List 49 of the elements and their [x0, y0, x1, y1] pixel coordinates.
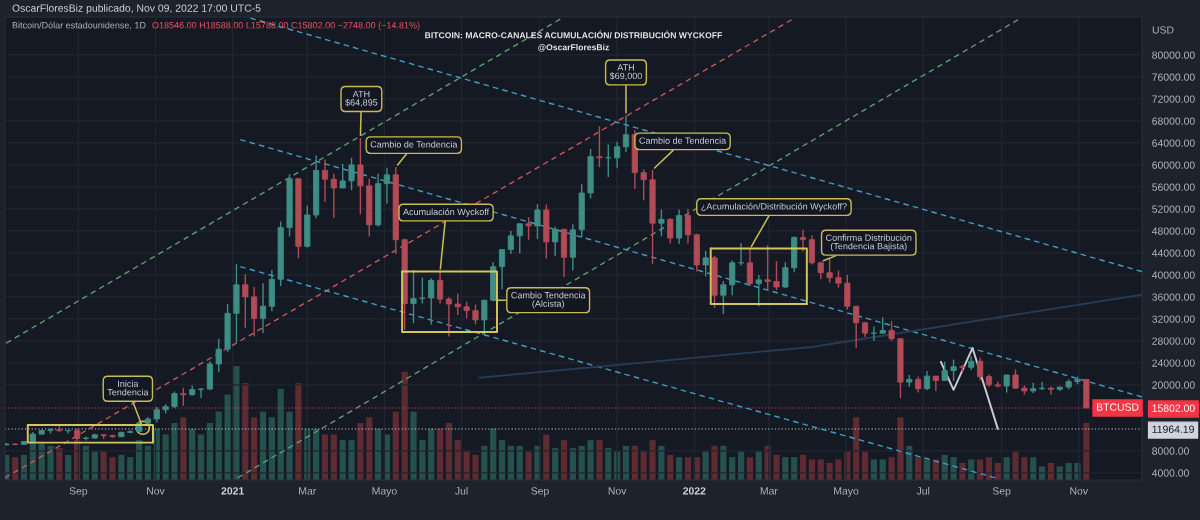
annotation: Cambio Tendencia (Alcista)	[511, 291, 586, 309]
y-tick-label: 15802.00	[1152, 404, 1195, 412]
y-tick-label: 28000.00	[1152, 337, 1195, 345]
y-tick-label: 48000.00	[1151, 227, 1195, 235]
y-tick-label: 32000.00	[1152, 315, 1195, 323]
text: OscarFloresBiz publicado, Nov 09, 2022 17:00 UTC-5	[12, 4, 261, 14]
x-tick-label: Mayo	[372, 487, 397, 497]
annotation: Confirma Distribución (Tendencia Bajista)	[826, 234, 912, 252]
y-tick-label: 24000.00	[1152, 359, 1195, 367]
x-tick-label: Jul	[455, 486, 468, 495]
annotation: Cambio de Tendencia	[370, 140, 458, 148]
y-tick-label: 40000.00	[1151, 271, 1195, 279]
text: @OscarFloresBiz	[538, 43, 609, 52]
annotation: Bitcoin/Dólar estadounidense, 1D	[12, 21, 146, 30]
y-tick-label: 52000.00	[1152, 205, 1195, 213]
x-tick-label: Nov	[147, 487, 165, 495]
x-tick-label: Nov	[1070, 487, 1088, 495]
x-tick-label: Sep	[69, 487, 88, 497]
ref-line-label: BTCUSD	[1097, 403, 1139, 411]
x-tick-label: Sep	[531, 487, 549, 497]
x-tick-label: Mar	[760, 487, 778, 495]
annotation: O18546.00 H18588.00 L15788.00 C15802.00 −2748.00 (−14.81%)	[152, 21, 420, 31]
x-tick-label: Mar	[299, 487, 317, 495]
y-tick-label: 8000.00	[1152, 447, 1189, 455]
y-tick-label: 4000.00	[1151, 469, 1189, 477]
y-tick-label: 60000.00	[1152, 161, 1195, 169]
y-tick-label: 11964.19	[1152, 425, 1194, 433]
annotation: Acumulación Wyckoff	[403, 208, 490, 217]
y-tick-label: 72000.00	[1152, 95, 1195, 103]
x-tick-label: Sep	[992, 487, 1011, 497]
x-tick-label: 2022	[683, 487, 706, 495]
y-tick-label: 20000.00	[1152, 381, 1195, 389]
y-tick-label: 64000.00	[1152, 139, 1195, 147]
y-tick-label: 36000.00	[1152, 293, 1195, 301]
x-tick-label: 2021	[221, 487, 244, 495]
x-tick-label: Mayo	[834, 487, 859, 497]
annotation: Inicia Tendencia	[107, 380, 149, 396]
annotation: Cambio de Tendencia	[639, 137, 727, 144]
y-tick-label: 56000.00	[1152, 183, 1195, 191]
x-tick-label: Nov	[608, 487, 627, 495]
x-tick-label: Jul	[916, 486, 930, 495]
annotation: ATH $64,895	[345, 90, 378, 107]
y-tick-label: 44000.00	[1151, 249, 1195, 257]
y-tick-label: 76000.00	[1152, 73, 1195, 81]
y-tick-label: 80000.00	[1152, 51, 1195, 59]
y-tick-label: 68000.00	[1152, 117, 1195, 125]
annotation: ¿Acumulación/Distribución Wyckoff?	[701, 202, 847, 212]
annotation: ATH $69,000	[609, 64, 642, 81]
y-axis-title: USD	[1152, 26, 1174, 34]
